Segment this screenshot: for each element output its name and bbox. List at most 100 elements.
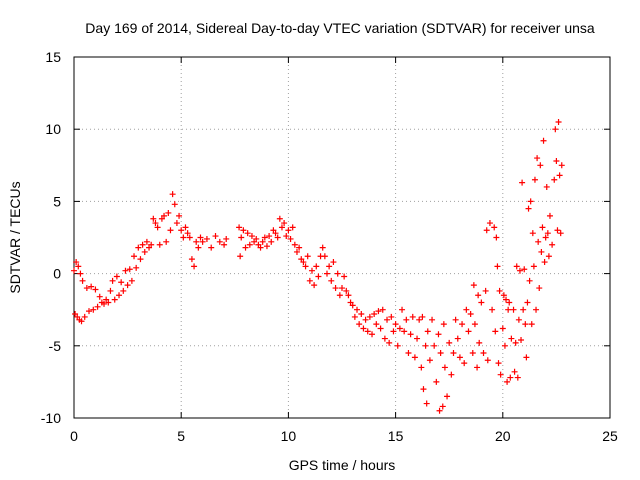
- data-point: [444, 393, 451, 400]
- data-point: [197, 234, 204, 241]
- data-point: [422, 342, 429, 349]
- data-point: [470, 282, 477, 289]
- data-point: [326, 263, 333, 270]
- data-point: [212, 233, 219, 240]
- y-tick-label: 0: [53, 266, 61, 282]
- data-point: [118, 279, 125, 286]
- x-tick-label: 5: [177, 428, 185, 444]
- data-point: [394, 342, 401, 349]
- data-point: [165, 209, 172, 216]
- data-point: [253, 235, 260, 242]
- data-point: [528, 321, 535, 328]
- data-point: [358, 311, 365, 318]
- data-point: [536, 285, 543, 292]
- x-axis-label: GPS time / hours: [289, 457, 396, 473]
- data-point: [475, 292, 482, 299]
- data-point: [90, 306, 97, 313]
- data-point: [94, 303, 101, 310]
- data-point: [530, 263, 537, 270]
- data-point: [180, 234, 187, 241]
- data-point: [423, 400, 430, 407]
- data-point: [336, 292, 343, 299]
- grid: [74, 57, 610, 418]
- data-point: [535, 238, 542, 245]
- data-point: [518, 337, 525, 344]
- data-point: [272, 230, 279, 237]
- data-point: [92, 286, 99, 293]
- data-point: [274, 234, 281, 241]
- data-point: [182, 224, 189, 231]
- data-point: [308, 267, 315, 274]
- data-point: [163, 238, 170, 245]
- data-point: [510, 306, 517, 313]
- data-point: [516, 267, 523, 274]
- data-point: [553, 157, 560, 164]
- data-point: [543, 183, 550, 190]
- data-point: [360, 325, 367, 332]
- data-point: [537, 162, 544, 169]
- data-point: [437, 350, 444, 357]
- data-point: [420, 386, 427, 393]
- data-point: [539, 224, 546, 231]
- data-point: [512, 339, 519, 346]
- data-point: [354, 306, 361, 313]
- data-point: [504, 378, 511, 385]
- data-point: [176, 212, 183, 219]
- data-point: [291, 241, 298, 248]
- data-point: [167, 227, 174, 234]
- data-point: [184, 230, 191, 237]
- data-point: [236, 224, 243, 231]
- data-point: [401, 328, 408, 335]
- data-point: [186, 234, 193, 241]
- data-point: [467, 311, 474, 318]
- data-point: [78, 318, 85, 325]
- data-point: [538, 248, 545, 255]
- data-point: [246, 241, 253, 248]
- data-point: [507, 374, 514, 381]
- x-tick-label: 0: [70, 428, 78, 444]
- data-point: [452, 316, 459, 323]
- data-point: [128, 277, 135, 284]
- data-point: [141, 248, 148, 255]
- data-point: [137, 256, 144, 263]
- data-point: [101, 300, 108, 307]
- data-point: [489, 306, 496, 313]
- data-point: [439, 403, 446, 410]
- data-point: [377, 325, 384, 332]
- data-point: [285, 227, 292, 234]
- data-point: [330, 259, 337, 266]
- data-point: [523, 354, 530, 361]
- data-point: [77, 270, 84, 277]
- data-point: [152, 220, 159, 227]
- data-point: [349, 302, 356, 309]
- data-point: [345, 292, 352, 299]
- data-point: [375, 308, 382, 315]
- data-point: [416, 316, 423, 323]
- data-point: [131, 253, 138, 260]
- data-point: [396, 325, 403, 332]
- data-point: [558, 162, 565, 169]
- y-tick-label: -5: [49, 338, 62, 354]
- data-point: [268, 238, 275, 245]
- data-point: [79, 277, 86, 284]
- data-point: [424, 328, 431, 335]
- data-point: [486, 220, 493, 227]
- data-point: [495, 360, 502, 367]
- data-point: [319, 244, 326, 251]
- data-point: [497, 371, 504, 378]
- data-point: [392, 321, 399, 328]
- data-point: [86, 308, 93, 315]
- data-point: [436, 407, 443, 414]
- data-point: [407, 331, 414, 338]
- y-axis-label: SDTVAR / TECUs: [7, 181, 23, 293]
- data-point: [429, 316, 436, 323]
- data-point: [107, 287, 114, 294]
- data-point: [171, 201, 178, 208]
- data-point: [120, 287, 127, 294]
- y-tick-label: 10: [45, 121, 61, 137]
- data-point: [304, 253, 311, 260]
- data-point: [494, 263, 501, 270]
- data-point: [471, 321, 478, 328]
- data-point: [384, 316, 391, 323]
